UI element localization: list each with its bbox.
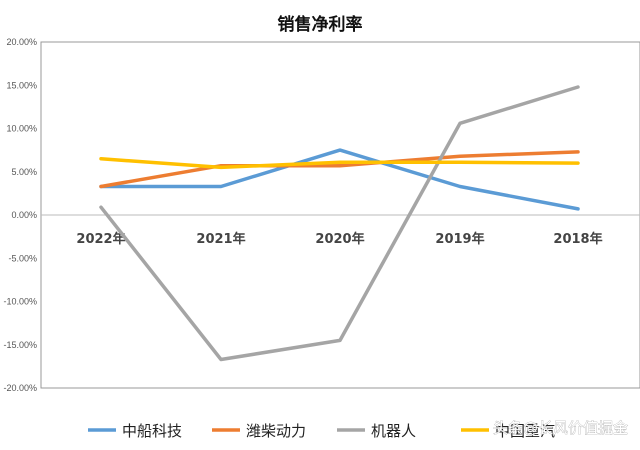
y-tick-label: -15.00%: [3, 340, 37, 350]
y-tick-label: -20.00%: [3, 383, 37, 393]
x-axis-ticks: 2022年 2021年 2020年 2019年 2018年: [76, 231, 602, 247]
series-line-4: [99, 157, 580, 170]
series-lines: [99, 85, 580, 362]
legend-label: 中船科技: [122, 422, 182, 440]
x-tick-label: 2019年: [435, 231, 484, 247]
x-tick-label: 2022年: [76, 231, 125, 247]
y-tick-label: 5.00%: [11, 167, 37, 177]
series-line-1: [99, 148, 580, 211]
x-tick-label: 2018年: [553, 231, 602, 247]
y-tick-label: 10.00%: [6, 124, 37, 134]
legend: 中船科技 潍柴动力 机器人 中国重汽: [88, 422, 555, 440]
y-tick-label: 15.00%: [6, 80, 37, 90]
y-tick-label: -10.00%: [3, 297, 37, 307]
legend-label: 中国重汽: [495, 422, 555, 440]
y-tick-label: 0.00%: [11, 210, 37, 220]
chart-title: 销售净利率: [278, 14, 363, 35]
x-tick-label: 2020年: [315, 231, 364, 247]
watermark: 头条@长风价值掘金: [493, 419, 628, 437]
y-axis-ticks: 20.00% 15.00% 10.00% 5.00% 0.00% -5.00% -10.00…: [3, 37, 37, 393]
series-line-2: [99, 150, 580, 189]
y-tick-label: -5.00%: [8, 253, 37, 263]
series-line-3: [99, 85, 580, 362]
legend-label: 机器人: [371, 422, 416, 440]
legend-label: 潍柴动力: [246, 422, 306, 440]
x-tick-label: 2021年: [196, 231, 245, 247]
y-tick-label: 20.00%: [6, 37, 37, 47]
